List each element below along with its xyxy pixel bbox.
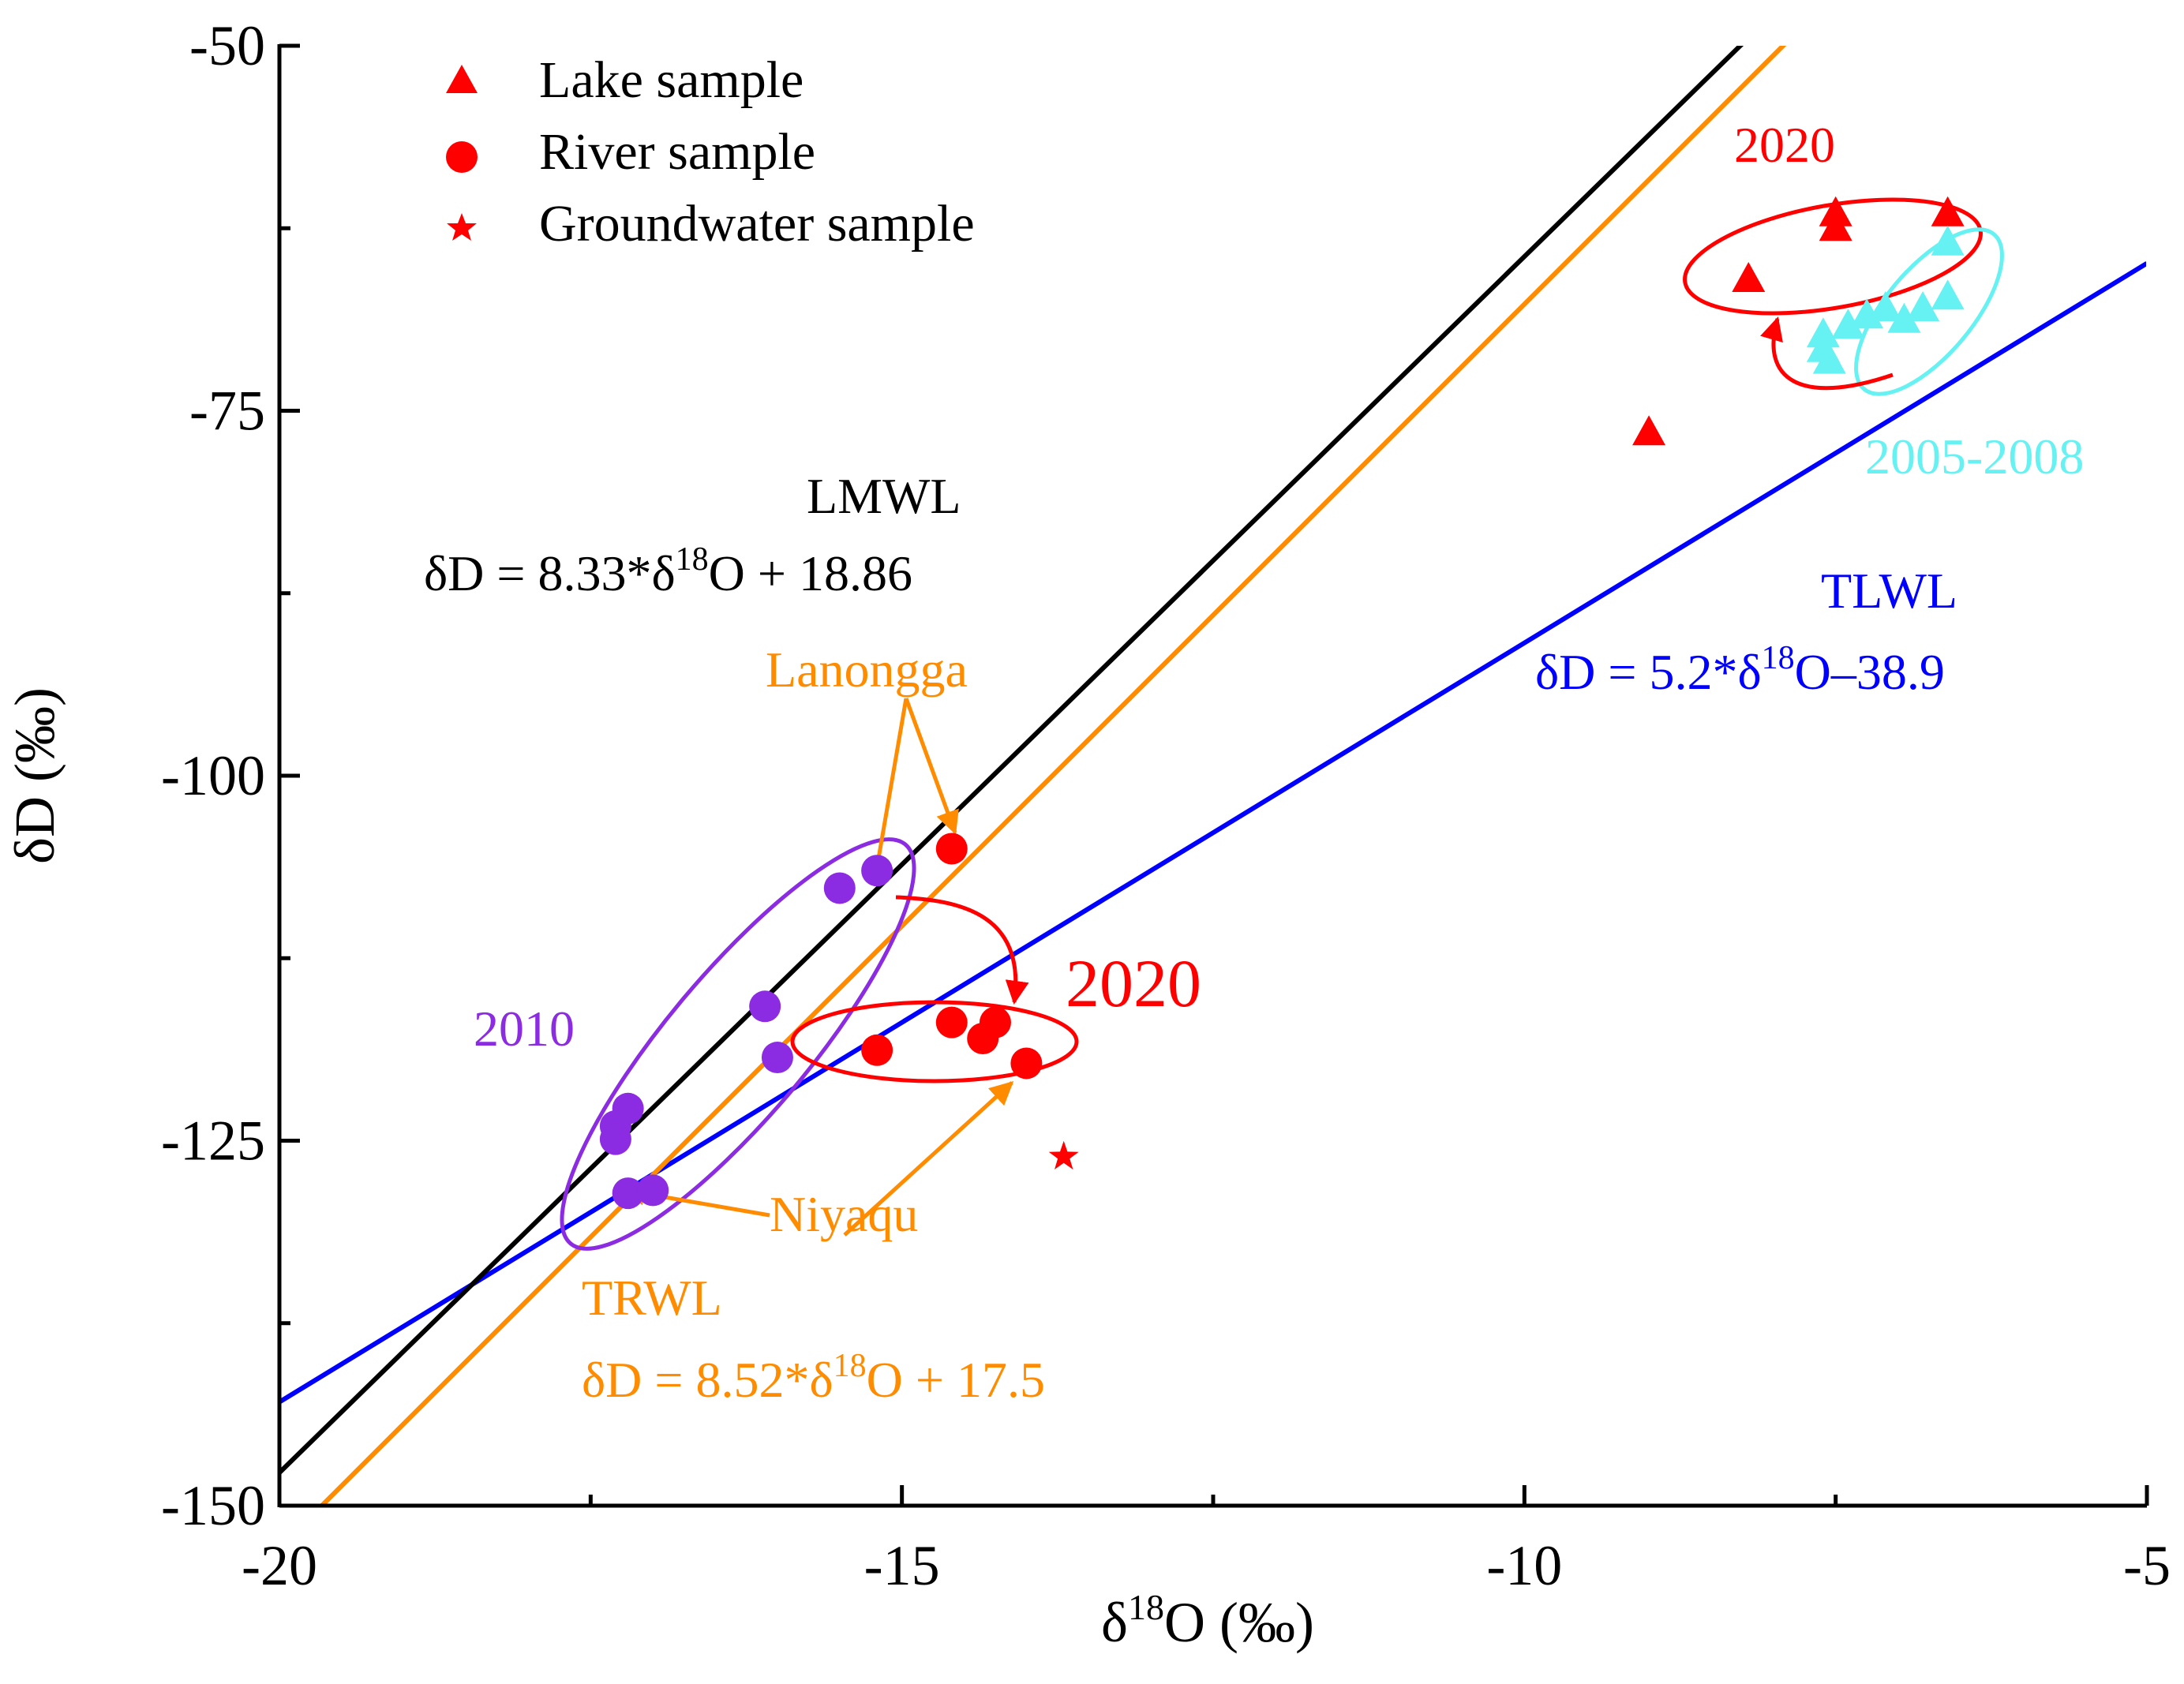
lmwl-label: LMWL <box>807 468 961 524</box>
lake-samples-2020-point <box>1931 196 1965 226</box>
legend-lake-label: Lake sample <box>539 51 804 109</box>
group-2020-river-label: 2020 <box>1066 945 1201 1021</box>
lake-samples-2005-2008-point <box>1887 302 1921 333</box>
axis-ticks: -20 -15 -10 -5 -150 -125 -100 -75 -50 <box>161 14 2171 1597</box>
lake-samples-2020-point <box>1732 262 1766 292</box>
river-samples-2020-point <box>1010 1047 1043 1080</box>
river-samples-2020-point <box>935 1006 968 1038</box>
lmwl-line <box>279 46 1744 1475</box>
x-tick-label: -10 <box>1486 1534 1562 1597</box>
river-samples-2010-point <box>637 1174 669 1207</box>
river-samples-2010-point <box>612 1177 644 1210</box>
river-samples-2010-point <box>749 990 781 1023</box>
lake-samples-2005-2008-point <box>1931 279 1965 310</box>
river-samples-2010-point <box>861 855 893 887</box>
y-tick-label: -125 <box>161 1110 265 1173</box>
group-2005-2008-ellipse <box>1854 227 2004 396</box>
y-axis-title: δD (‰) <box>3 687 66 864</box>
group-2005-2008-label: 2005-2008 <box>1865 428 2084 485</box>
group-2020-lake-label: 2020 <box>1734 117 1835 173</box>
lake-samples-2020-point <box>1819 211 1852 241</box>
river-shift-arrow <box>895 895 1029 1005</box>
tlwl-line <box>279 261 2146 1405</box>
legend-river-label: River sample <box>539 123 815 181</box>
trwl-equation: δD = 8.52*δ18O + 17.5 <box>582 1348 1045 1408</box>
lake-samples-2005-2008-point <box>1931 225 1965 256</box>
legend-circle-marker <box>446 141 478 173</box>
trwl-label: TRWL <box>582 1270 722 1326</box>
data-points <box>599 196 1965 1210</box>
lanongga-arrow-2 <box>904 698 959 835</box>
legend-star-marker <box>447 213 477 241</box>
tlwl-equation: δD = 5.2*δ18O–38.9 <box>1535 640 1945 700</box>
legend: Lake sample River sample Groundwater sam… <box>446 51 975 253</box>
legend-triangle-marker <box>446 65 478 93</box>
lake-samples-2005-2008-point <box>1812 343 1846 374</box>
x-tick-label: -20 <box>242 1534 317 1597</box>
river-samples-2020-point <box>979 1006 1011 1038</box>
legend-groundwater-label: Groundwater sample <box>539 195 975 253</box>
groundwater-arrow <box>843 1080 1014 1237</box>
river-samples-2010-point <box>761 1042 793 1074</box>
y-tick-label: -75 <box>189 380 265 443</box>
y-tick-label: -100 <box>161 744 265 807</box>
niyaqu-label: Niyaqu <box>770 1186 918 1242</box>
lmwl-equation: δD = 8.33*δ18O + 18.86 <box>424 541 912 601</box>
river-samples-2020-point <box>935 833 968 865</box>
trwl-line <box>318 46 1787 1506</box>
river-samples-2020-point <box>861 1034 893 1066</box>
group-2010-ellipse <box>560 837 916 1251</box>
x-tick-label: -15 <box>864 1534 940 1597</box>
river-samples-2010-point <box>823 872 856 904</box>
lake-samples-2005-2008-point <box>1831 309 1865 339</box>
group-2010-label: 2010 <box>474 1001 575 1057</box>
lake-samples-2005-2008-point <box>1906 291 1940 321</box>
x-tick-label: -5 <box>2123 1534 2171 1597</box>
y-tick-label: -50 <box>189 14 265 77</box>
tlwl-label: TLWL <box>1821 563 1957 619</box>
lake-shift-arrow <box>1760 316 1894 391</box>
groundwater-sample-point <box>1048 1140 1079 1169</box>
y-tick-label: -150 <box>161 1474 265 1537</box>
lanongga-arrow-1 <box>866 698 908 884</box>
x-axis-title: δ18O (‰) <box>1101 1587 1314 1654</box>
lanongga-label: Lanongga <box>766 642 968 698</box>
river-samples-2010-point <box>599 1123 631 1155</box>
group-2020-river-ellipse <box>790 1000 1079 1083</box>
lake-samples-2020-point <box>1632 415 1666 446</box>
lake-samples-2005-2008-point <box>1850 298 1884 329</box>
lake-samples-2005-2008-point <box>1868 291 1902 321</box>
